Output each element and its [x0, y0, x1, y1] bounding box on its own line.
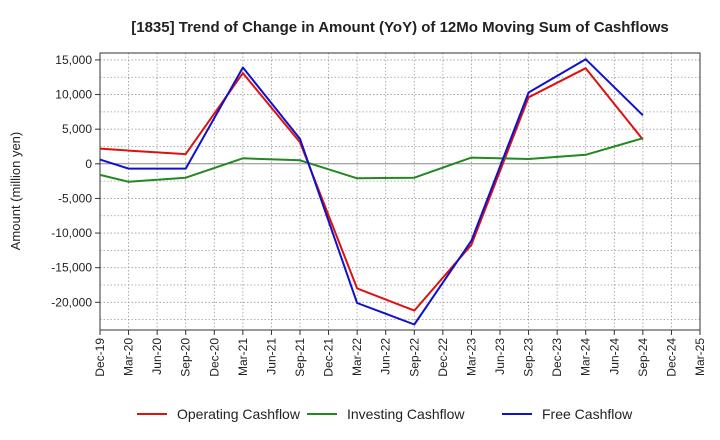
- x-tick-label: Sep-20: [179, 338, 193, 377]
- grid: [99, 53, 701, 330]
- x-tick-label: Dec-19: [93, 338, 107, 377]
- y-tick-label: 5,000: [62, 122, 92, 136]
- x-tick-label: Jun-20: [150, 338, 164, 375]
- x-tick-label: Sep-21: [293, 338, 307, 377]
- x-tick-label: Mar-22: [350, 338, 364, 376]
- x-tick-label: Dec-21: [322, 338, 336, 377]
- x-tick-label: Sep-22: [407, 338, 421, 377]
- legend-label-operating-cashflow: Operating Cashflow: [177, 406, 301, 422]
- x-tick-label: Mar-24: [579, 338, 593, 376]
- x-tick-label: Mar-23: [464, 338, 478, 376]
- investing-cashflow-line: [99, 137, 644, 183]
- x-tick-label: Jun-23: [493, 338, 507, 375]
- y-tick-label: -20,000: [51, 295, 92, 309]
- x-tick-label: Mar-21: [236, 338, 250, 376]
- y-tick-label: 0: [85, 157, 92, 171]
- series-lines: [99, 58, 644, 326]
- y-tick-label: -10,000: [51, 226, 92, 240]
- y-tick-label: -5,000: [58, 191, 92, 205]
- y-tick-label: 15,000: [55, 53, 92, 67]
- x-tick-label: Jun-22: [379, 338, 393, 375]
- plot-frame: [99, 52, 701, 331]
- x-tick-label: Sep-23: [522, 338, 536, 377]
- x-tick-label: Mar-20: [122, 338, 136, 376]
- chart-title: [1835] Trend of Change in Amount (YoY) o…: [131, 19, 669, 36]
- x-tick-label: Mar-25: [693, 338, 707, 376]
- y-axis-label: Amount (million yen): [8, 132, 23, 251]
- axes: 15,000 10,000 5,000 0 -5,000 -10,000 -15,000 -2…: [51, 52, 707, 377]
- x-tick-label: Dec-24: [664, 338, 678, 377]
- legend-label-free-cashflow: Free Cashflow: [542, 406, 633, 422]
- x-tick-label: Sep-24: [636, 338, 650, 377]
- free-cashflow-line: [99, 58, 644, 326]
- x-tick-label: Dec-23: [550, 338, 564, 377]
- legend-label-investing-cashflow: Investing Cashflow: [347, 406, 465, 422]
- legend: Operating Cashflow Investing Cashflow Free…: [137, 406, 633, 422]
- x-tick-label: Jun-21: [264, 338, 278, 375]
- x-tick-label: Dec-22: [436, 338, 450, 377]
- x-tick-label: Dec-20: [207, 338, 221, 377]
- operating-cashflow-line: [99, 67, 644, 312]
- y-tick-label: 10,000: [55, 88, 92, 102]
- x-tick-label: Jun-24: [607, 338, 621, 375]
- y-tick-label: -15,000: [51, 261, 92, 275]
